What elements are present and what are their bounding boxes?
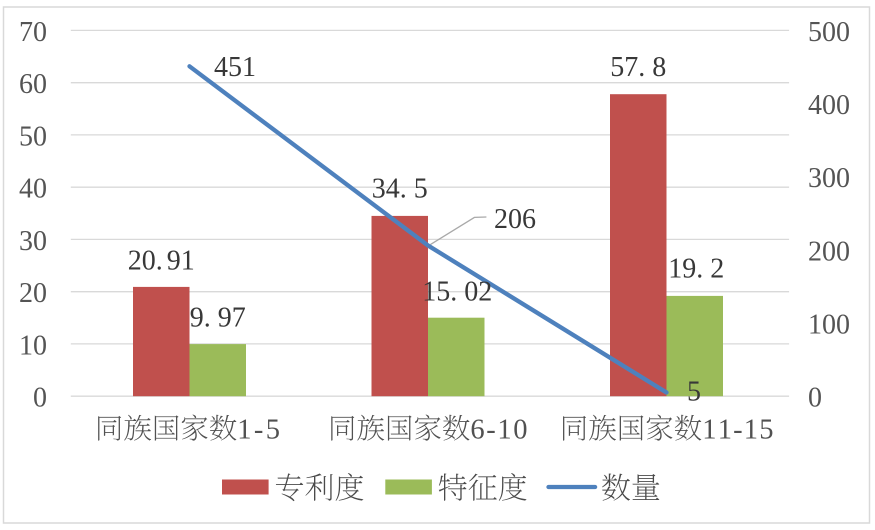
svg-text:1-5: 1-5 bbox=[237, 415, 280, 446]
svg-text:20.91: 20.91 bbox=[128, 245, 195, 276]
svg-text:200: 200 bbox=[808, 236, 850, 267]
svg-text:34.5: 34.5 bbox=[372, 174, 428, 205]
svg-text:6-10: 6-10 bbox=[470, 415, 527, 446]
svg-text:10: 10 bbox=[19, 330, 47, 361]
svg-text:70: 70 bbox=[19, 17, 47, 48]
svg-text:0: 0 bbox=[808, 383, 822, 414]
svg-text:451: 451 bbox=[214, 52, 256, 83]
svg-text:40: 40 bbox=[19, 174, 47, 205]
svg-text:15.02: 15.02 bbox=[422, 277, 492, 308]
svg-text:30: 30 bbox=[19, 226, 47, 257]
svg-text:300: 300 bbox=[808, 163, 850, 194]
svg-text:206: 206 bbox=[494, 204, 536, 235]
svg-text:9.97: 9.97 bbox=[190, 303, 246, 334]
svg-text:11-15: 11-15 bbox=[702, 415, 773, 446]
svg-text:0: 0 bbox=[33, 383, 47, 414]
svg-text:19.2: 19.2 bbox=[668, 254, 724, 285]
svg-text:20: 20 bbox=[19, 278, 47, 309]
svg-text:57.8: 57.8 bbox=[610, 52, 666, 83]
svg-text:50: 50 bbox=[19, 121, 47, 152]
svg-text:100: 100 bbox=[808, 310, 850, 341]
svg-text:500: 500 bbox=[808, 17, 850, 48]
svg-text:60: 60 bbox=[19, 69, 47, 100]
svg-text:5: 5 bbox=[687, 377, 701, 408]
svg-text:400: 400 bbox=[808, 90, 850, 121]
